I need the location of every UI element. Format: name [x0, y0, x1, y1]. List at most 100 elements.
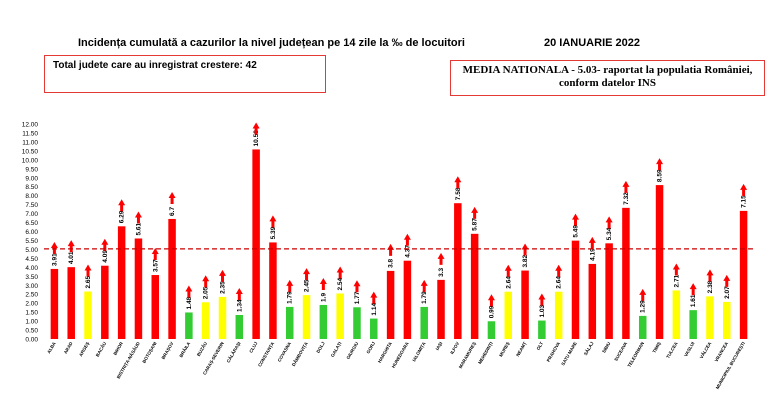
value-label: 1.77	[354, 291, 361, 304]
value-label: 1.9	[320, 293, 327, 302]
bar	[588, 263, 597, 339]
increase-arrow-icon	[437, 252, 445, 265]
category-label: SĂLAJ	[582, 340, 595, 356]
increase-arrow-icon	[252, 122, 260, 135]
increase-arrow-icon	[370, 291, 378, 304]
y-tick-label: 8.00	[25, 193, 38, 200]
increase-arrow-icon	[269, 215, 277, 228]
y-tick-label: 11.00	[22, 139, 38, 146]
increase-arrow-icon	[605, 216, 613, 229]
bar	[638, 315, 647, 339]
category-label: TULCEA	[665, 340, 679, 359]
increase-arrow-icon	[219, 269, 226, 282]
value-label: 5.61	[135, 222, 142, 235]
value-label: 3.91	[51, 253, 58, 266]
category-label: TELEORMAN	[627, 341, 646, 368]
y-tick-label: 10.00	[22, 157, 39, 164]
y-tick-label: 8.50	[25, 184, 38, 191]
y-tick-label: 0.50	[25, 328, 38, 335]
value-label: 2.45	[304, 279, 311, 292]
category-label: GIURGIU	[345, 341, 359, 360]
bar	[403, 260, 412, 339]
category-label: IALOMIȚA	[411, 340, 427, 362]
value-label: 8.59	[657, 169, 664, 182]
value-label: 1.79	[421, 291, 428, 304]
category-label: OLT	[536, 341, 545, 351]
increase-arrow-icon	[50, 241, 58, 254]
y-tick-label: 11.50	[22, 130, 38, 137]
category-label: HUNEDOARA	[391, 340, 410, 368]
bar	[689, 310, 697, 339]
value-label: 6.7	[169, 207, 176, 216]
value-label: 2.65	[85, 275, 92, 288]
bar	[252, 149, 260, 339]
value-label: 6.29	[119, 210, 126, 223]
bar	[185, 312, 193, 339]
increase-arrow-icon	[672, 263, 680, 276]
increase-arrow-icon	[151, 248, 159, 261]
increase-arrow-icon	[168, 191, 176, 204]
national-average-line1: MEDIA NATIONALA - 5.03- raportat la popu…	[462, 64, 753, 76]
increase-arrow-icon	[555, 264, 563, 277]
category-label: BOTOȘANI	[141, 341, 158, 365]
increase-arrow-icon	[689, 283, 697, 296]
increase-arrow-icon	[723, 274, 731, 287]
bar	[706, 296, 714, 339]
value-label: 1.34	[236, 299, 243, 312]
bar	[571, 240, 580, 339]
category-label: BRĂILA	[178, 340, 192, 358]
bar	[67, 267, 75, 339]
bar	[101, 265, 109, 339]
increase-arrow-icon	[387, 243, 395, 256]
y-tick-label: 5.50	[25, 238, 38, 245]
increase-arrow-icon	[235, 287, 243, 300]
value-label: 7.32	[623, 192, 630, 205]
category-label: GORJ	[365, 341, 376, 355]
category-label: BUZĂU	[195, 341, 208, 358]
bar	[269, 242, 277, 339]
bar	[285, 306, 294, 339]
value-label: 5.34	[606, 227, 613, 240]
category-label: MEHEDINȚI	[477, 341, 494, 365]
bar	[538, 320, 546, 339]
value-label: 4.09	[102, 250, 109, 263]
bar	[134, 238, 143, 339]
value-label: 2.64	[556, 276, 563, 289]
bar	[50, 268, 59, 339]
increase-arrow-icon	[740, 183, 748, 196]
value-label: 2.38	[707, 280, 714, 293]
y-tick-label: 4.00	[25, 265, 38, 272]
bar	[504, 291, 513, 339]
category-label: SATU MARE	[560, 341, 578, 366]
category-label: COVASNA	[277, 340, 293, 362]
category-label: NEAMȚ	[515, 341, 527, 358]
category-label: ILFOV	[449, 341, 460, 355]
category-label: HARGHITA	[377, 340, 393, 363]
bar	[235, 314, 244, 339]
increase-arrow-icon	[639, 288, 647, 301]
y-tick-label: 1.50	[25, 310, 38, 317]
growth-summary-box: Total judete care au inregistrat crester…	[44, 55, 326, 93]
bar	[370, 318, 378, 339]
y-tick-label: 0.00	[25, 337, 38, 344]
value-label: 3.3	[438, 267, 445, 276]
chart-title: Incidența cumulată a cazurilor la nivel …	[78, 37, 465, 49]
increase-arrow-icon	[336, 266, 344, 279]
increase-arrow-icon	[303, 268, 311, 281]
bar	[521, 270, 529, 339]
category-label: VRANCEA	[714, 340, 730, 362]
increase-arrow-icon	[487, 294, 495, 307]
category-label: ALBA	[46, 340, 57, 354]
increase-arrow-icon	[101, 238, 109, 251]
value-label: 5.87	[472, 218, 479, 231]
y-tick-label: 2.00	[25, 301, 38, 308]
increase-arrow-icon	[134, 211, 142, 224]
category-label: DOLJ	[315, 341, 326, 354]
bar	[386, 270, 395, 339]
bar	[353, 307, 361, 339]
bar	[84, 291, 92, 339]
value-label: 3.57	[152, 259, 159, 272]
y-tick-label: 3.50	[25, 274, 38, 281]
category-label: ARGEȘ	[78, 341, 91, 358]
